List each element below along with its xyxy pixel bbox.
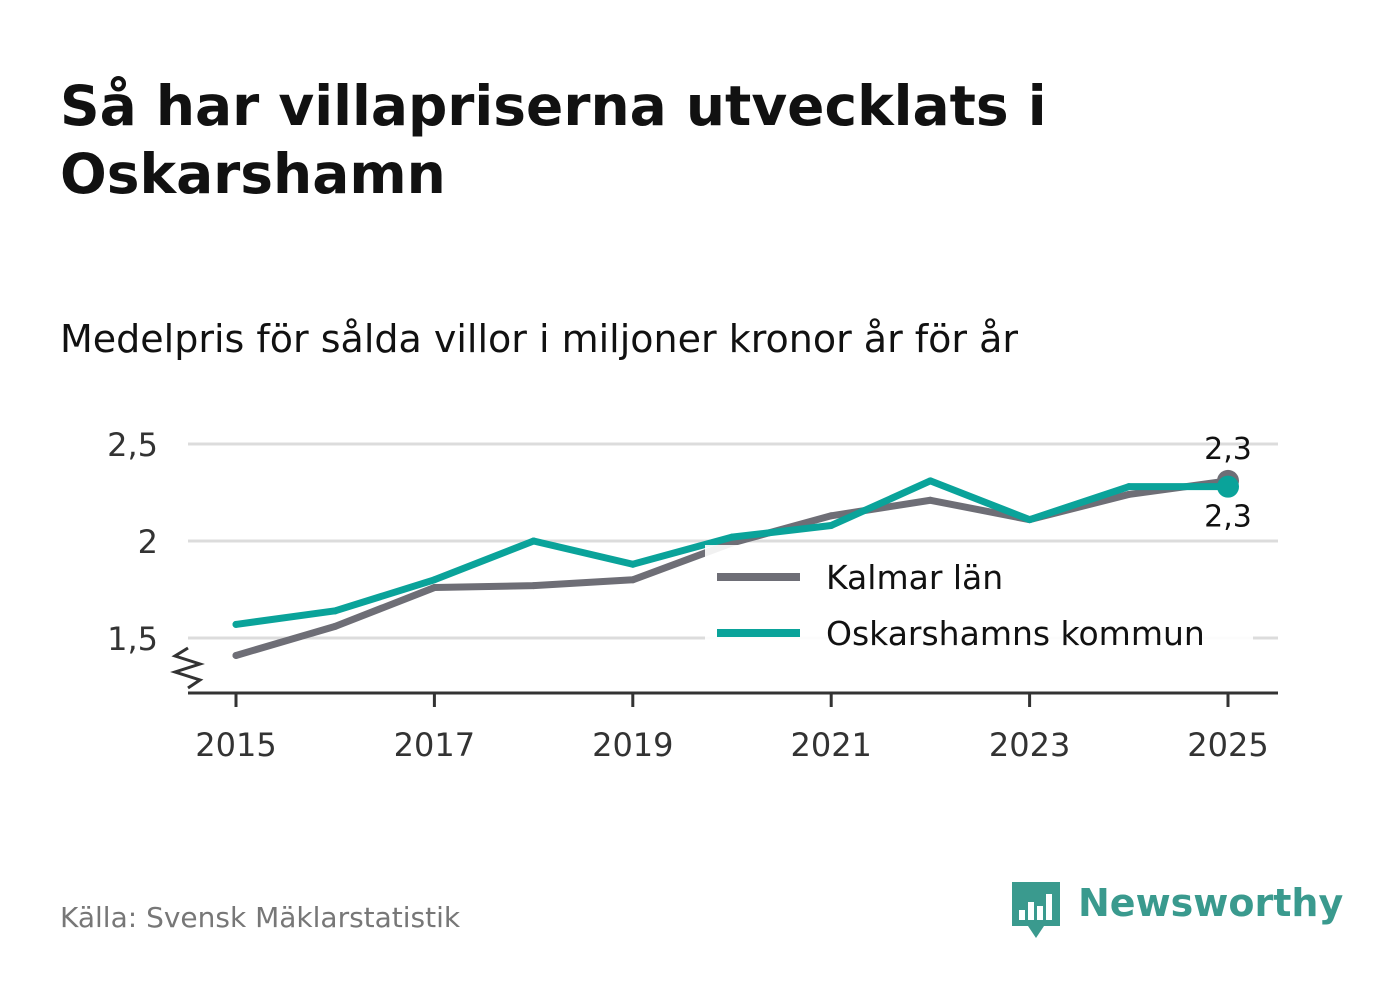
y-tick-label: 2 [138, 523, 158, 561]
data-point [530, 582, 538, 590]
data-point [430, 576, 438, 584]
legend: Kalmar län Oskarshamns kommun [705, 545, 1253, 665]
data-point [926, 477, 934, 485]
y-tick-label: 2,5 [107, 426, 158, 464]
legend-background [705, 545, 1253, 665]
data-point [530, 537, 538, 545]
chart-subtitle: Medelpris för sålda villor i miljoner kr… [60, 317, 1019, 361]
legend-label: Kalmar län [826, 558, 1003, 597]
bar-chart-speech-bubble-icon [1012, 882, 1060, 938]
x-tick-label: 2019 [592, 726, 673, 764]
data-point [1125, 483, 1133, 491]
x-tick-label: 2025 [1187, 726, 1268, 764]
data-point [1125, 490, 1133, 498]
logo-text: Newsworthy [1078, 881, 1344, 925]
data-point [331, 622, 339, 630]
x-tick-label: 2015 [195, 726, 276, 764]
data-point [430, 584, 438, 592]
data-point [926, 496, 934, 504]
data-point [629, 576, 637, 584]
data-point [728, 533, 736, 541]
data-point [1217, 475, 1239, 498]
series-lines [232, 469, 1239, 659]
x-tick-label: 2021 [790, 726, 871, 764]
x-tick-label: 2023 [989, 726, 1070, 764]
data-point [827, 512, 835, 520]
end-labels: 2,3 2,3 [1204, 432, 1252, 535]
x-tick-label: 2017 [394, 726, 475, 764]
y-tick-label: 1,5 [107, 620, 158, 658]
y-axis-break-icon [170, 646, 205, 690]
data-point [232, 620, 240, 628]
data-point [331, 607, 339, 615]
data-point [827, 521, 835, 529]
data-point [629, 560, 637, 568]
data-point [1026, 516, 1034, 524]
newsworthy-logo[interactable]: Newsworthy [1010, 880, 1343, 940]
axes: 1,5 2 2,5 2015 2017 2019 2021 2023 2025 [107, 426, 1278, 764]
data-point [232, 651, 240, 659]
chart-title: Så har villapriserna utvecklats i Oskars… [60, 74, 1047, 206]
source-note: Källa: Svensk Mäklarstatistik [60, 901, 461, 934]
legend-label: Oskarshamns kommun [826, 614, 1205, 653]
end-value-label: 2,3 [1204, 500, 1252, 535]
end-value-label: 2,3 [1204, 432, 1252, 467]
